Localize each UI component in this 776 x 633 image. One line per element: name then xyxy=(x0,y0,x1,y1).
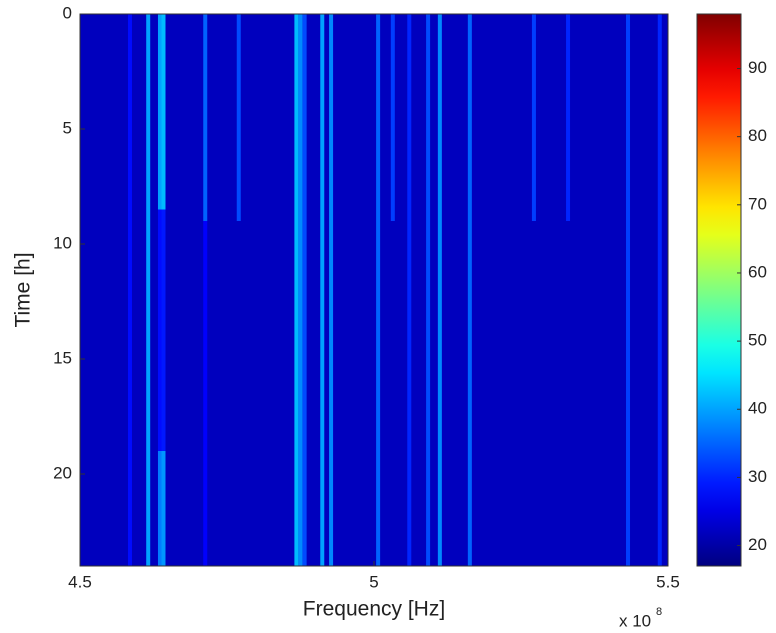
x-axis-title: Frequency [Hz] xyxy=(303,598,445,621)
colorbar-tick-label: 40 xyxy=(748,399,767,418)
colorbar-tick-label: 20 xyxy=(748,535,767,554)
y-tick-label: 5 xyxy=(63,118,72,137)
x-tick-label: 5 xyxy=(369,572,378,591)
colorbar xyxy=(696,13,742,567)
spectral-line xyxy=(203,14,208,221)
spectral-line xyxy=(407,14,412,566)
x-tick-label: 5.5 xyxy=(656,572,680,591)
spectral-line xyxy=(302,14,307,566)
x-tick-label: 4.5 xyxy=(68,572,92,591)
spectral-line xyxy=(146,14,151,566)
colorbar-tick-label: 80 xyxy=(748,126,767,145)
spectral-line xyxy=(203,221,208,566)
spectral-line xyxy=(298,14,303,566)
spectral-line xyxy=(161,14,166,210)
y-tick-label: 10 xyxy=(53,233,72,252)
background xyxy=(80,14,668,566)
spectral-line xyxy=(157,209,162,451)
spectral-line xyxy=(294,14,299,566)
spectral-line xyxy=(467,14,472,566)
spectral-line xyxy=(320,14,325,566)
spectral-line xyxy=(161,209,166,451)
spectral-line xyxy=(161,451,166,566)
spectral-line xyxy=(127,14,132,566)
colorbar-tick-label: 60 xyxy=(748,262,767,281)
colorbar-tick-label: 90 xyxy=(748,58,767,77)
colorbar-tick-label: 70 xyxy=(748,194,767,213)
y-tick-label: 0 xyxy=(63,3,72,22)
colorbar-tick-label: 50 xyxy=(748,331,767,350)
x-offset-label: x 10 xyxy=(619,611,651,630)
spectral-line xyxy=(437,14,442,566)
spectral-line xyxy=(531,14,536,221)
spectral-line xyxy=(157,451,162,566)
spectral-line xyxy=(390,14,395,221)
spectral-line xyxy=(376,14,381,566)
spectral-line xyxy=(157,14,162,210)
spectral-line xyxy=(329,14,334,566)
spectral-line xyxy=(626,14,631,566)
spectral-line xyxy=(566,14,571,221)
y-axis-title: Time [h] xyxy=(12,252,35,327)
x-offset-exponent: 8 xyxy=(656,606,662,618)
colorbar-tick-label: 30 xyxy=(748,467,767,486)
spectral-line xyxy=(236,14,241,221)
spectral-line xyxy=(657,14,662,566)
y-tick-label: 20 xyxy=(53,463,72,482)
y-tick-label: 15 xyxy=(53,348,72,367)
spectral-line xyxy=(426,14,431,566)
